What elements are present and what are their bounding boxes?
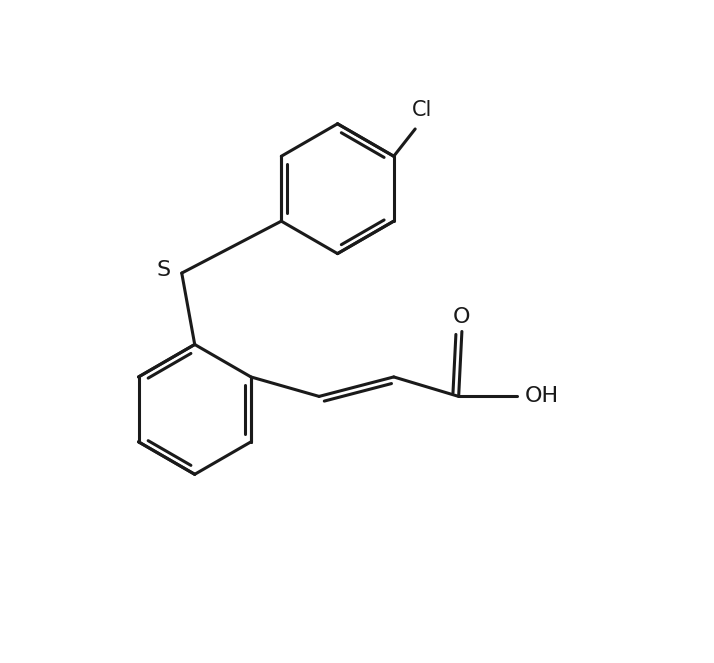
Text: OH: OH	[525, 387, 559, 406]
Text: Cl: Cl	[411, 99, 432, 119]
Text: O: O	[453, 307, 471, 328]
Text: S: S	[156, 260, 171, 280]
